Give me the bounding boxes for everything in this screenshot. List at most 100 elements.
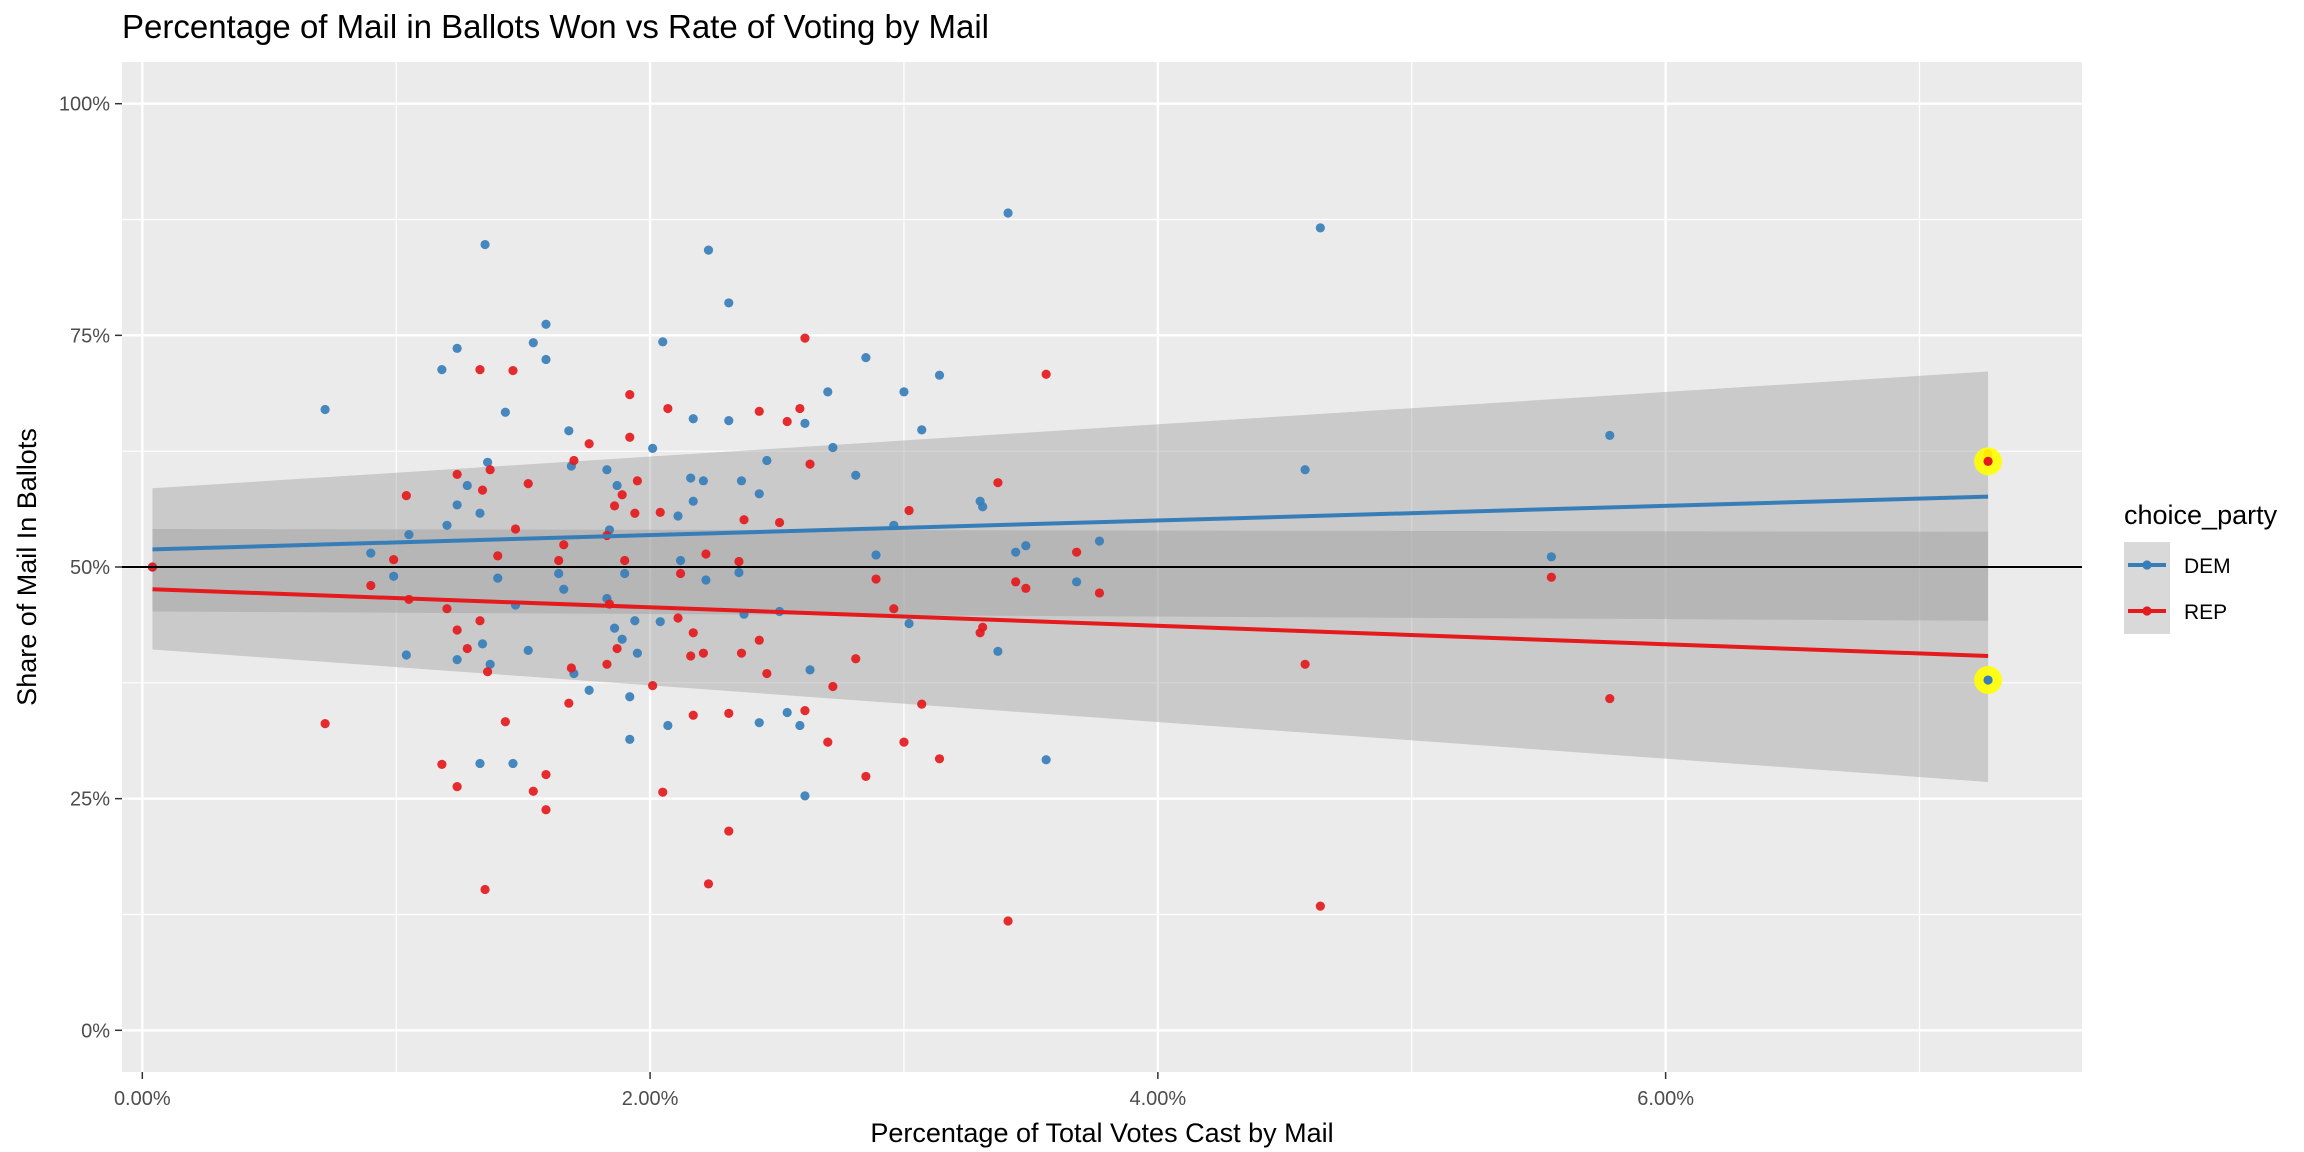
point-rep-83 <box>1011 577 1021 587</box>
point-dem-16 <box>482 457 493 467</box>
point-rep-31 <box>584 439 594 449</box>
point-rep-53 <box>701 549 711 559</box>
point-dem-91 <box>1605 430 1615 441</box>
y-axis: 0% 25% 50% 75% 100% <box>59 94 122 1042</box>
point-dem-84 <box>1021 541 1031 551</box>
point-dem-38 <box>620 568 630 579</box>
point-dem-43 <box>648 443 658 453</box>
point-dem-13 <box>475 758 485 769</box>
point-rep-91 <box>1605 693 1615 704</box>
point-rep-6 <box>437 759 447 769</box>
point-rep-90 <box>1546 572 1556 582</box>
point-rep-49 <box>686 651 696 661</box>
point-dem-27 <box>559 584 569 594</box>
point-dem-87 <box>1094 536 1105 546</box>
y-tick-label-2: 50% <box>70 557 110 579</box>
legend-title: choice_party <box>2124 500 2278 530</box>
point-rep-42 <box>632 476 642 486</box>
point-rep-74 <box>889 604 899 614</box>
x-tick-label-2: 4.00% <box>1129 1088 1186 1110</box>
point-dem-14 <box>477 639 488 649</box>
point-dem-22 <box>523 645 533 655</box>
point-rep-54 <box>703 879 714 889</box>
point-dem-48 <box>675 555 686 566</box>
point-dem-51 <box>688 496 698 506</box>
point-rep-61 <box>754 406 764 416</box>
point-rep-75 <box>899 737 909 747</box>
x-axis: 0.00% 2.00% 4.00% 6.00% <box>114 1072 1694 1110</box>
point-dem-4 <box>401 650 411 660</box>
point-rep-48 <box>675 568 686 579</box>
point-rep-26 <box>554 555 564 566</box>
point-rep-86 <box>1072 547 1082 557</box>
point-rep-85 <box>1041 369 1051 379</box>
point-rep-1 <box>320 718 330 729</box>
highlight-point-0 <box>1983 456 1993 466</box>
point-rep-55 <box>724 826 734 836</box>
point-rep-72 <box>861 771 871 782</box>
point-rep-22 <box>523 479 533 489</box>
point-rep-82 <box>1003 916 1013 926</box>
point-rep-68 <box>805 459 815 469</box>
x-axis-label: Percentage of Total Votes Cast by Mail <box>870 1118 1333 1148</box>
point-dem-26 <box>554 568 564 579</box>
point-rep-77 <box>917 699 927 709</box>
point-rep-64 <box>782 416 792 427</box>
data-points <box>147 208 1993 926</box>
point-rep-39 <box>625 432 635 442</box>
point-dem-37 <box>617 634 627 644</box>
point-rep-38 <box>620 555 630 566</box>
y-tick-label-0: 0% <box>81 1020 110 1042</box>
x-tick-label-0: 0.00% <box>114 1088 171 1110</box>
point-dem-60 <box>754 489 764 499</box>
point-rep-56 <box>724 708 734 719</box>
confidence-band-rep <box>152 529 1989 782</box>
point-dem-65 <box>795 720 805 731</box>
point-dem-83 <box>1011 547 1021 557</box>
point-dem-32 <box>602 465 612 475</box>
point-dem-86 <box>1072 577 1082 587</box>
point-dem-82 <box>1003 208 1013 218</box>
point-dem-19 <box>500 407 510 417</box>
point-dem-18 <box>493 573 503 583</box>
point-rep-62 <box>762 668 772 679</box>
point-dem-11 <box>462 480 472 491</box>
point-dem-42 <box>632 648 642 658</box>
point-rep-70 <box>828 681 838 692</box>
trend-lines <box>152 494 1989 658</box>
point-rep-71 <box>851 654 861 664</box>
point-rep-12 <box>475 365 485 375</box>
point-rep-44 <box>655 507 665 517</box>
point-rep-57 <box>734 556 744 567</box>
point-dem-77 <box>917 425 927 435</box>
point-rep-19 <box>500 717 510 727</box>
point-rep-23 <box>528 786 538 796</box>
y-tick-label-1: 25% <box>70 789 110 811</box>
point-dem-75 <box>899 387 909 397</box>
point-dem-25 <box>541 354 551 365</box>
point-rep-60 <box>754 635 764 645</box>
point-rep-9 <box>452 625 462 635</box>
point-rep-30 <box>569 455 579 466</box>
point-rep-20 <box>508 365 518 376</box>
point-dem-5 <box>404 529 414 540</box>
point-dem-2 <box>366 548 376 558</box>
legend-key-point-dem <box>2142 560 2152 570</box>
point-rep-50 <box>688 710 698 720</box>
point-rep-40 <box>625 390 635 400</box>
point-rep-52 <box>698 648 708 658</box>
point-dem-40 <box>625 734 635 744</box>
point-dem-71 <box>851 470 861 480</box>
point-dem-81 <box>993 646 1003 656</box>
point-rep-18 <box>493 551 503 561</box>
point-dem-66 <box>800 418 810 428</box>
legend-label-rep: REP <box>2184 601 2227 624</box>
point-dem-54 <box>703 245 714 255</box>
point-dem-57 <box>734 567 744 578</box>
point-rep-87 <box>1094 588 1105 598</box>
x-tick-label-3: 6.00% <box>1637 1088 1694 1110</box>
point-rep-35 <box>609 501 620 511</box>
point-rep-76 <box>904 505 914 516</box>
point-dem-73 <box>871 550 881 560</box>
point-dem-31 <box>584 685 594 695</box>
